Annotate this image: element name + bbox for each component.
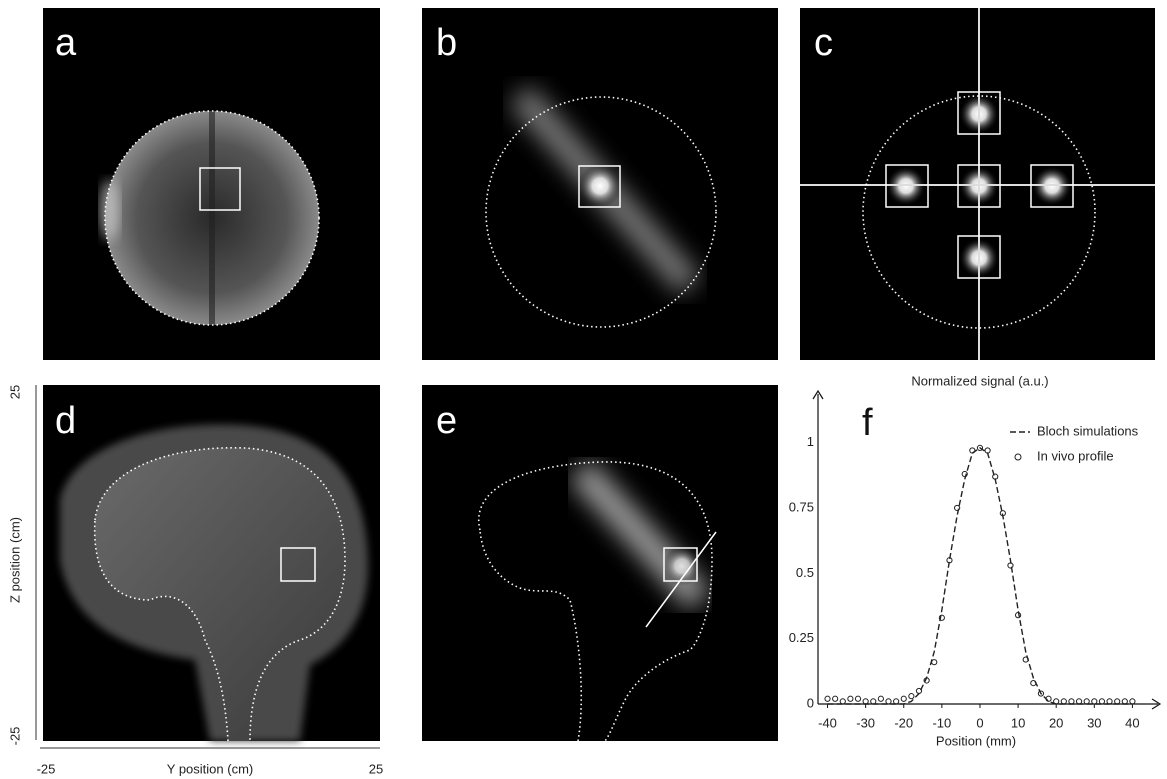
data-point xyxy=(1037,690,1045,697)
axis-label: 25 xyxy=(7,385,22,399)
data-point xyxy=(1091,698,1098,705)
axis-label: -25 xyxy=(37,761,56,776)
x-tick-label: -20 xyxy=(894,715,913,730)
panel-label: c xyxy=(814,22,833,64)
data-point xyxy=(931,659,938,666)
x-arrow xyxy=(1151,698,1162,710)
data-point xyxy=(824,695,831,702)
x-tick-label: 10 xyxy=(1011,715,1025,730)
x-tick-label: 0 xyxy=(976,715,983,730)
data-point xyxy=(946,557,953,564)
data-point xyxy=(1114,698,1121,705)
panel-b: b xyxy=(422,8,778,360)
data-point xyxy=(984,447,991,454)
panel-label: d xyxy=(55,400,76,442)
data-point xyxy=(1053,698,1060,705)
panel-c: c xyxy=(800,8,1155,360)
data-point xyxy=(870,698,877,705)
data-point xyxy=(1030,679,1037,687)
data-point xyxy=(908,693,915,700)
data-point xyxy=(862,698,869,705)
data-point xyxy=(1075,698,1083,705)
data-point xyxy=(915,687,923,695)
data-point xyxy=(999,510,1006,517)
series-line xyxy=(827,447,1133,705)
x-tick-label: 20 xyxy=(1049,715,1063,730)
x-tick-label: -10 xyxy=(932,715,951,730)
data-point xyxy=(923,677,930,684)
data-point xyxy=(847,695,854,702)
data-point xyxy=(1129,698,1136,705)
data-point xyxy=(839,698,846,705)
panel-label: f xyxy=(862,402,873,444)
y-tick-label: 0.75 xyxy=(789,499,814,514)
axis-label: 25 xyxy=(369,761,383,776)
data-point xyxy=(893,698,900,705)
data-point xyxy=(1045,695,1052,702)
axis-title: Y position (cm) xyxy=(167,761,253,776)
legend-swatch xyxy=(1014,453,1022,461)
data-point xyxy=(954,504,961,512)
x-axis-title: Position (mm) xyxy=(936,733,1016,748)
data-point xyxy=(1022,656,1029,663)
data-point xyxy=(1060,698,1067,705)
data-point xyxy=(976,444,984,451)
y-axis-title: Normalized signal (a.u.) xyxy=(911,373,1048,388)
data-point xyxy=(1007,562,1014,569)
data-point xyxy=(992,473,999,480)
data-point xyxy=(877,695,884,702)
legend-label: Bloch simulations xyxy=(1037,423,1139,438)
data-point xyxy=(1083,698,1090,705)
data-point xyxy=(1068,698,1075,705)
data-point xyxy=(832,695,839,702)
panel-e: e xyxy=(422,385,778,742)
data-point xyxy=(1098,698,1106,705)
axis-label: -25 xyxy=(7,727,22,746)
x-tick-label: 30 xyxy=(1087,715,1101,730)
chart: Normalized signal (a.u.) Position (mm) f… xyxy=(789,373,1162,748)
data-point xyxy=(961,470,968,478)
x-tick-label: 40 xyxy=(1125,715,1139,730)
legend-label: In vivo profile xyxy=(1037,448,1114,463)
panel-label: e xyxy=(436,400,457,442)
data-point xyxy=(969,447,976,454)
panel-label: a xyxy=(55,22,77,64)
panel-label: b xyxy=(436,22,457,64)
y-arrow xyxy=(812,389,824,400)
data-point xyxy=(885,698,892,705)
data-point xyxy=(938,614,945,621)
y-tick-label: 0.5 xyxy=(796,565,814,580)
axis-title: Z position (cm) xyxy=(7,517,22,603)
y-tick-label: 0.25 xyxy=(789,630,814,645)
x-tick-label: -30 xyxy=(856,715,875,730)
panel-d-axes: 25 Z position (cm) -25 -25 Y position (c… xyxy=(7,385,383,777)
panel-a: a xyxy=(43,8,380,360)
panel-d: d xyxy=(43,385,380,742)
data-point xyxy=(1106,698,1113,705)
x-tick-label: -40 xyxy=(818,715,837,730)
y-tick-label: 0 xyxy=(807,695,814,710)
data-point xyxy=(854,695,862,702)
data-point xyxy=(1121,698,1128,705)
data-point xyxy=(900,695,907,702)
data-point xyxy=(1014,612,1022,619)
y-tick-label: 1 xyxy=(807,434,814,449)
